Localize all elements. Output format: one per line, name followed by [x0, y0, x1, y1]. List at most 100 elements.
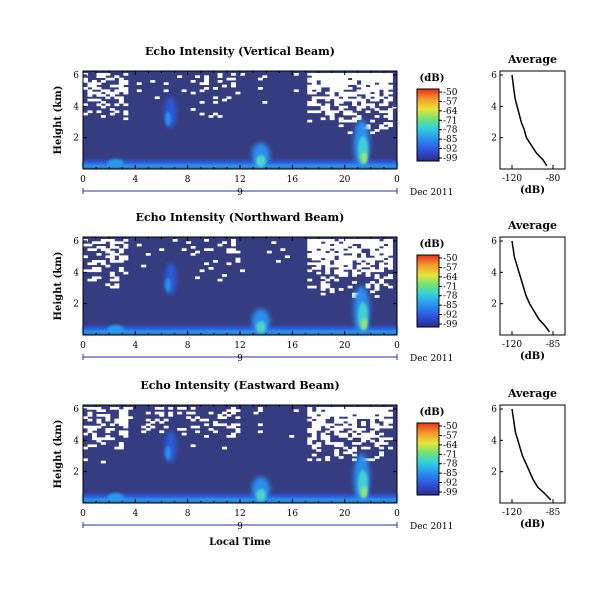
no-data-cell	[356, 77, 362, 81]
no-data-cell	[154, 411, 160, 415]
colorbar-tick-label: -92	[443, 145, 458, 155]
no-data-cell	[280, 248, 286, 251]
no-data-cell	[87, 91, 93, 95]
no-data-cell	[383, 126, 389, 130]
no-data-cell	[347, 449, 353, 452]
x-tick-label: 20	[339, 509, 351, 519]
no-data-cell	[352, 416, 357, 419]
no-data-cell	[329, 428, 335, 431]
no-data-cell	[123, 112, 129, 116]
no-data-cell	[127, 407, 133, 410]
no-data-cell	[217, 75, 223, 78]
no-data-cell	[325, 262, 331, 266]
no-data-cell	[365, 435, 371, 438]
no-data-cell	[383, 255, 389, 259]
no-data-cell	[96, 409, 102, 412]
no-data-cell	[199, 101, 205, 104]
no-data-cell	[352, 98, 357, 102]
no-data-cell	[118, 442, 124, 445]
chart-title: Echo Intensity (Northward Beam)	[136, 211, 345, 224]
no-data-cell	[316, 271, 322, 275]
no-data-cell	[311, 428, 317, 431]
no-data-cell	[316, 264, 322, 268]
no-data-cell	[343, 255, 349, 259]
no-data-cell	[311, 423, 317, 427]
no-data-cell	[316, 239, 322, 242]
no-data-cell	[334, 241, 340, 244]
colorbar	[416, 254, 440, 328]
no-data-cell	[356, 84, 362, 88]
no-data-cell	[141, 430, 147, 434]
no-data-cell	[316, 458, 322, 462]
no-data-cell	[100, 73, 106, 76]
no-data-cell	[114, 91, 120, 95]
no-data-cell	[338, 87, 344, 90]
no-data-cell	[87, 407, 93, 410]
average-y-tick-label: 4	[491, 436, 497, 446]
no-data-cell	[284, 255, 290, 259]
no-data-cell	[338, 108, 344, 111]
no-data-cell	[383, 248, 389, 251]
no-data-cell	[383, 264, 389, 268]
no-data-cell	[338, 264, 344, 268]
date-month-label: Dec 2011	[410, 354, 453, 364]
no-data-cell	[118, 414, 124, 417]
no-data-cell	[105, 103, 111, 107]
no-data-cell	[100, 423, 106, 427]
no-data-cell	[118, 80, 124, 83]
no-data-cell	[311, 432, 317, 436]
no-data-cell	[208, 428, 214, 431]
no-data-cell	[289, 435, 295, 438]
no-data-cell	[343, 250, 349, 254]
average-title: Average	[507, 387, 557, 400]
no-data-cell	[334, 262, 340, 266]
no-data-cell	[338, 421, 344, 424]
no-data-cell	[361, 98, 366, 102]
no-data-cell	[365, 82, 371, 85]
no-data-cell	[325, 260, 331, 263]
no-data-cell	[311, 285, 317, 289]
no-data-cell	[320, 435, 326, 438]
no-data-cell	[123, 243, 129, 247]
no-data-cell	[123, 91, 129, 95]
no-data-cell	[235, 409, 241, 412]
no-data-cell	[329, 250, 335, 254]
no-data-cell	[145, 423, 151, 427]
no-data-cell	[105, 264, 111, 268]
no-data-cell	[329, 73, 335, 76]
no-data-cell	[217, 414, 223, 417]
no-data-cell	[388, 246, 393, 249]
no-data-cell	[347, 243, 353, 247]
no-data-cell	[370, 418, 375, 422]
no-data-cell	[334, 271, 340, 275]
no-data-cell	[159, 248, 165, 251]
no-data-cell	[320, 239, 326, 242]
no-data-cell	[374, 241, 380, 244]
no-data-cell	[118, 430, 124, 434]
no-data-cell	[311, 411, 317, 415]
no-data-cell	[325, 439, 331, 443]
colorbar-tick-label: -78	[443, 292, 458, 302]
no-data-cell	[163, 89, 169, 93]
no-data-cell	[338, 444, 344, 448]
no-data-cell	[374, 94, 380, 97]
no-data-cell	[231, 84, 236, 88]
no-data-cell	[320, 73, 326, 76]
colorbar-tick-label: -85	[443, 135, 458, 145]
no-data-cell	[383, 89, 389, 93]
no-data-cell	[109, 91, 115, 95]
no-data-cell	[123, 87, 129, 90]
no-data-cell	[352, 101, 357, 104]
no-data-cell	[352, 250, 357, 254]
no-data-cell	[379, 409, 384, 412]
y-tick-label: 4	[73, 436, 79, 446]
no-data-cell	[383, 80, 389, 83]
no-data-cell	[379, 250, 384, 254]
no-data-cell	[96, 267, 102, 270]
no-data-cell	[105, 73, 111, 76]
no-data-cell	[356, 428, 362, 431]
no-data-cell	[347, 416, 353, 419]
no-data-cell	[204, 80, 209, 83]
no-data-cell	[388, 115, 393, 118]
no-data-cell	[379, 281, 384, 284]
